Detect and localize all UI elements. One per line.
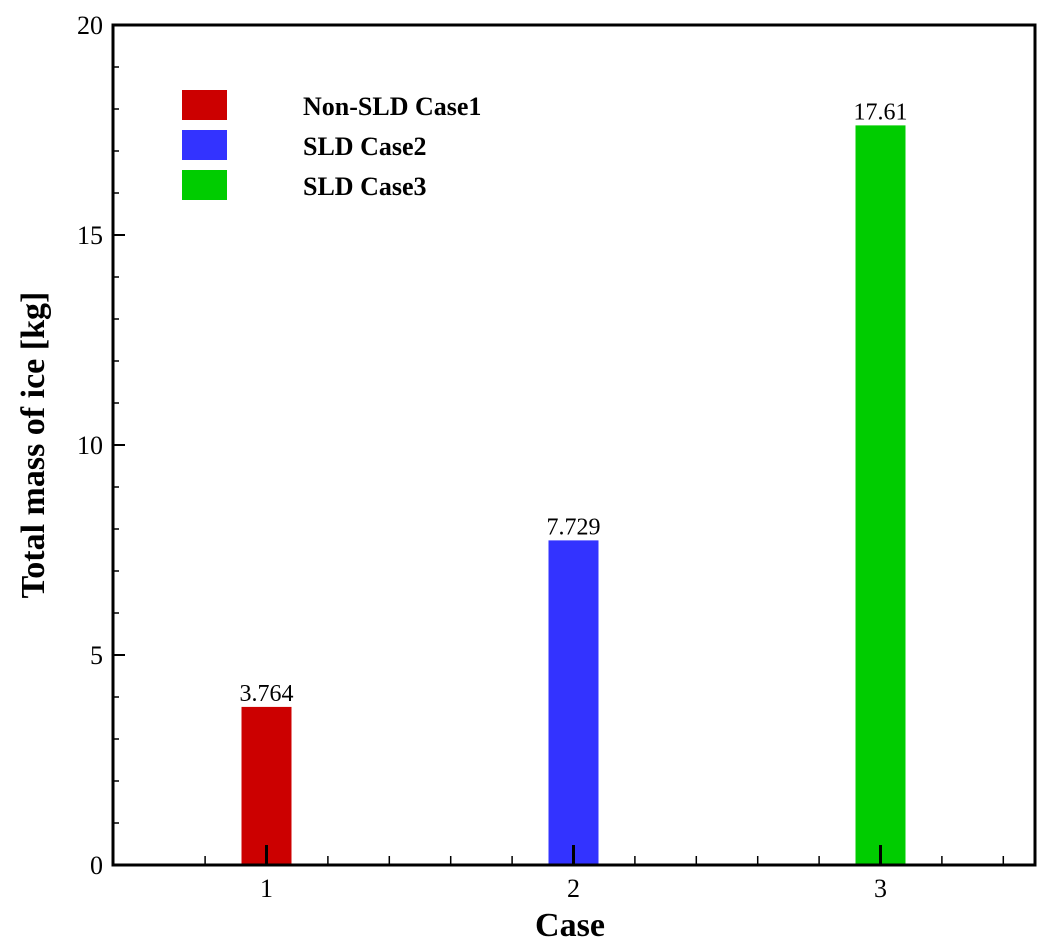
bar-case-2 xyxy=(548,540,599,865)
x-tick-label-2: 2 xyxy=(567,874,580,903)
x-axis-ticks: 1 2 3 xyxy=(260,845,887,903)
y-axis-title: Total mass of ice [kg] xyxy=(15,292,52,599)
legend-swatch-case-3 xyxy=(182,170,227,200)
legend-label-case-2: SLD Case2 xyxy=(303,132,427,161)
data-label-case-3: 17.61 xyxy=(854,99,908,125)
plot-frame xyxy=(111,23,1037,867)
legend-label-case-1: Non-SLD Case1 xyxy=(303,92,481,121)
data-label-case-1: 3.764 xyxy=(240,681,294,707)
x-tick-label-3: 3 xyxy=(874,874,887,903)
data-label-case-2: 7.729 xyxy=(547,514,601,540)
bars: 3.764 7.729 17.61 xyxy=(240,99,908,865)
y-tick-label-0: 0 xyxy=(90,851,103,880)
y-tick-label-10: 10 xyxy=(77,431,103,460)
x-tick-label-1: 1 xyxy=(260,874,273,903)
legend-swatch-case-1 xyxy=(182,90,227,120)
y-tick-label-20: 20 xyxy=(77,11,103,40)
bar-case-3 xyxy=(855,125,906,865)
bar-case-1 xyxy=(241,706,292,865)
legend-swatch-case-2 xyxy=(182,130,227,160)
y-axis-ticks: 0 5 10 15 20 xyxy=(77,11,125,880)
legend: Non-SLD Case1 SLD Case2 SLD Case3 xyxy=(182,90,481,201)
legend-label-case-3: SLD Case3 xyxy=(303,172,427,201)
y-tick-label-5: 5 xyxy=(90,641,103,670)
x-axis-title: Case xyxy=(535,907,605,944)
y-tick-label-15: 15 xyxy=(77,221,103,250)
